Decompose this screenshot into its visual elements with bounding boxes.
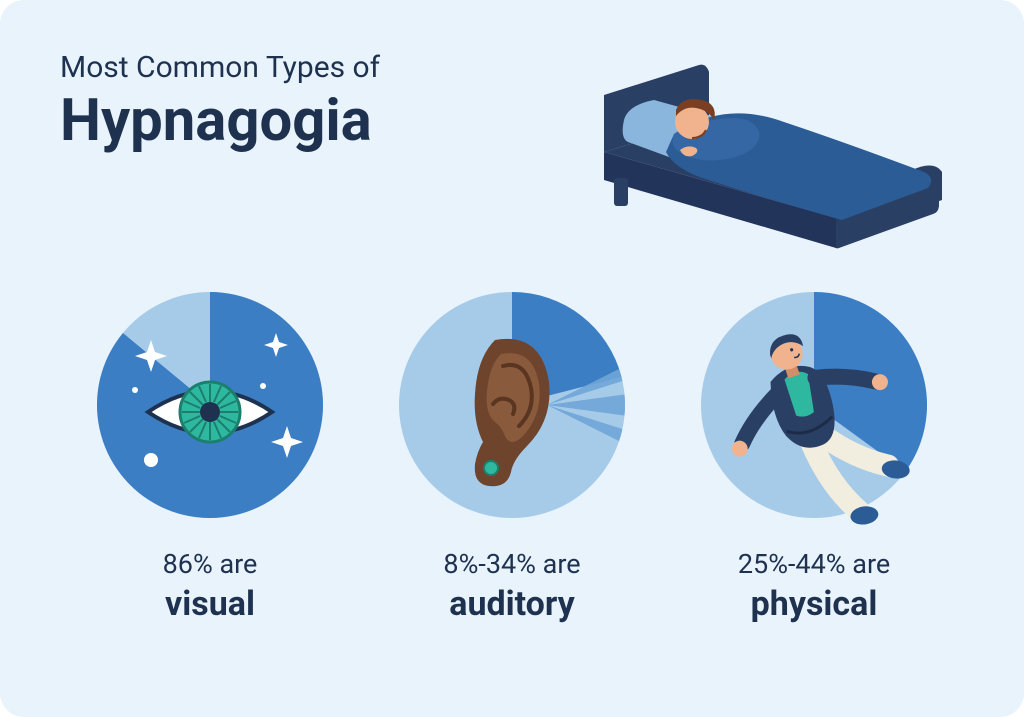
pie-auditory: [397, 290, 627, 520]
card-auditory: 8%-34% are auditory: [372, 290, 652, 624]
keyword-visual: visual: [159, 584, 261, 624]
keyword-physical: physical: [745, 584, 884, 624]
cards-row: 86% are visual: [60, 290, 964, 624]
card-visual: 86% are visual: [70, 290, 350, 624]
main-title: Hypnagogia: [60, 91, 380, 152]
card-physical: 25%-44% are physical: [674, 290, 954, 624]
stat-auditory: 8%-34% are: [443, 548, 580, 580]
pie-physical: [699, 290, 929, 520]
header-row: Most Common Types of Hypnagogia: [60, 50, 964, 250]
subtitle: Most Common Types of: [60, 50, 380, 85]
keyword-auditory: auditory: [443, 584, 581, 624]
stat-physical: 25%-44% are: [738, 548, 890, 580]
stat-visual: 86% are: [163, 548, 258, 580]
title-block: Most Common Types of Hypnagogia: [60, 50, 380, 152]
bed-illustration: [584, 50, 964, 250]
pie-visual: [95, 290, 325, 520]
infographic-canvas: Most Common Types of Hypnagogia: [0, 0, 1024, 717]
